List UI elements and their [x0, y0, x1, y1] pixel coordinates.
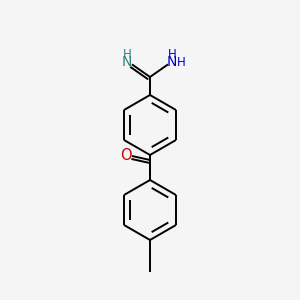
Text: H: H — [177, 56, 185, 69]
Text: N: N — [122, 56, 132, 69]
Text: H: H — [168, 48, 176, 61]
Text: O: O — [120, 148, 132, 163]
Text: N: N — [167, 56, 177, 69]
Text: H: H — [123, 48, 131, 61]
